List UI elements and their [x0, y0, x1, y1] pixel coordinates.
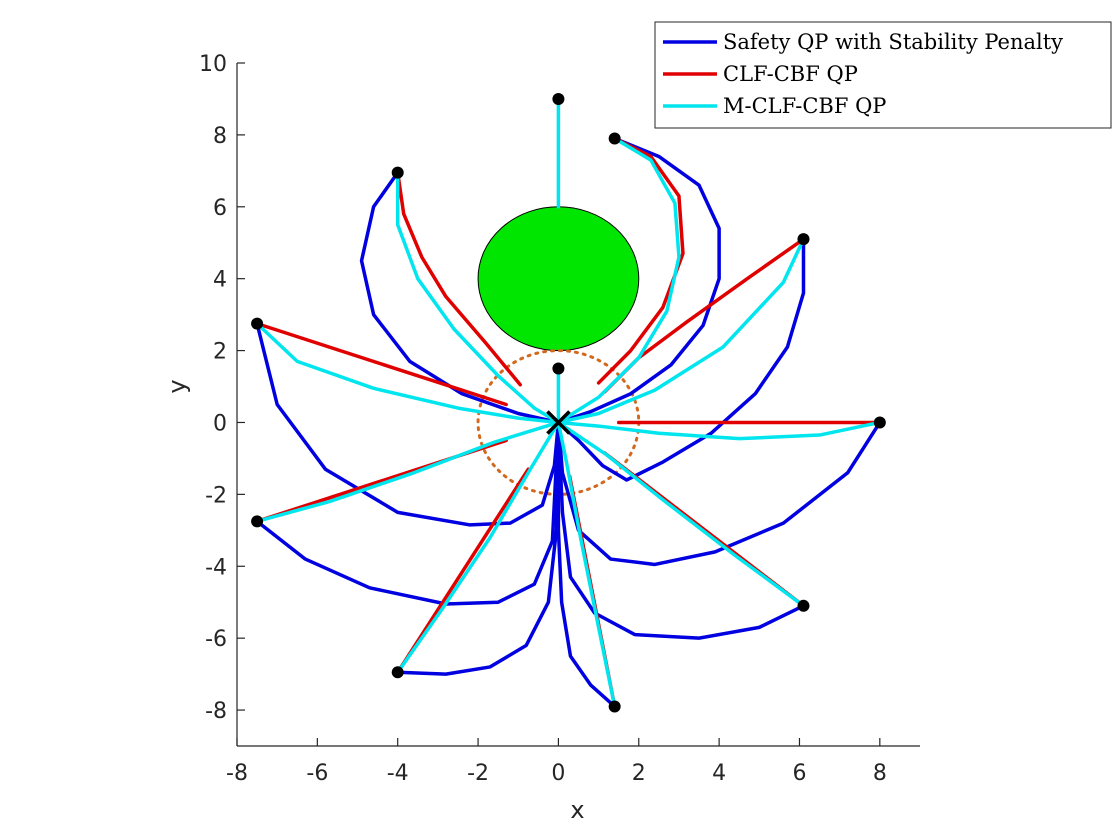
m-clf-cbf-qp-trajectory-3 — [395, 170, 561, 425]
x-tick-label: 6 — [792, 761, 806, 786]
m-clf-cbf-qp-trajectory-10 — [395, 420, 561, 675]
y-tick-label: -4 — [205, 555, 227, 580]
clf-cbf-qp-trajectory-4 — [255, 321, 508, 407]
legend-label-safety-qp: Safety QP with Stability Penalty — [723, 30, 1063, 54]
m-clf-cbf-qp-trajectory-11 — [556, 420, 617, 709]
safety-qp-trajectory-2 — [359, 170, 561, 425]
safety-qp-trajectory-8 — [395, 420, 561, 676]
clf-cbf-qp-trajectory-1 — [596, 136, 685, 385]
legend-box — [654, 21, 1112, 129]
safety-qp-trajectory-7 — [556, 420, 806, 640]
safety-qp-trajectory-1 — [556, 136, 721, 425]
y-tick-label: 0 — [213, 411, 227, 436]
start-point-1 — [552, 92, 565, 105]
y-tick-label: -2 — [205, 483, 227, 508]
y-tick-label: 4 — [213, 268, 227, 293]
start-point-5 — [251, 317, 264, 330]
x-axis-label: x — [570, 796, 584, 824]
m-clf-cbf-qp-trajectory-4 — [556, 237, 806, 425]
x-tick-label: 4 — [712, 761, 726, 786]
legend-label-clf-cbf-qp: CLF-CBF QP — [723, 62, 858, 86]
x-tick-label: -6 — [306, 761, 328, 786]
y-axis-label: y — [163, 379, 191, 393]
y-tick-label: -8 — [205, 699, 227, 724]
start-point-11 — [608, 700, 621, 713]
safety-qp-trajectory-9 — [556, 420, 617, 709]
y-tick-label: 2 — [213, 340, 227, 365]
start-point-7 — [873, 416, 886, 429]
start-point-3 — [391, 166, 404, 179]
safety-qp-trajectory-3 — [556, 237, 806, 482]
start-point-6 — [552, 362, 565, 375]
legend-label-m-clf-cbf-qp: M-CLF-CBF QP — [723, 94, 886, 118]
y-tick-label: 10 — [199, 52, 227, 77]
m-clf-cbf-qp-trajectory-5 — [255, 321, 561, 425]
x-tick-label: 0 — [551, 761, 565, 786]
y-tick-label: -6 — [205, 627, 227, 652]
goal-marker — [546, 410, 571, 435]
m-clf-cbf-qp-trajectory-2 — [556, 136, 681, 425]
x-tick-label: -4 — [387, 761, 409, 786]
legend: Safety QP with Stability Penalty CLF-CBF … — [654, 21, 1112, 129]
m-clf-cbf-qp-trajectory-8 — [255, 420, 561, 524]
start-point-8 — [251, 515, 264, 528]
x-tick-label: 8 — [873, 761, 887, 786]
obstacle-disc — [477, 206, 640, 352]
goal-marker-stroke-b — [546, 410, 571, 435]
m-clf-cbf-qp-trajectory-9 — [556, 420, 806, 608]
safety-qp-trajectory-6 — [255, 420, 561, 606]
m-clf-cbf-qp-trajectory-7 — [556, 420, 882, 441]
start-point-9 — [797, 599, 810, 612]
y-tick-label: 8 — [213, 124, 227, 149]
start-point-4 — [797, 233, 810, 246]
axes: -8 -6 -4 -2 0 2 4 6 8 -8 -6 -4 -2 0 2 4 6 8 10 x y — [163, 52, 920, 824]
series-m-clf-cbf-qp — [255, 97, 882, 709]
x-tick-label: 2 — [632, 761, 646, 786]
start-point-2 — [608, 132, 621, 145]
x-tick-label: -2 — [467, 761, 489, 786]
start-point-10 — [391, 666, 404, 679]
plot-area — [251, 92, 886, 713]
series-safety-qp — [255, 136, 882, 709]
safety-qp-trajectory-4 — [255, 321, 561, 527]
y-tick-label: 6 — [213, 196, 227, 221]
x-tick-label: -8 — [226, 761, 248, 786]
clf-cbf-qp-trajectory-2 — [395, 170, 522, 387]
safety-qp-trajectory-5 — [556, 420, 882, 567]
